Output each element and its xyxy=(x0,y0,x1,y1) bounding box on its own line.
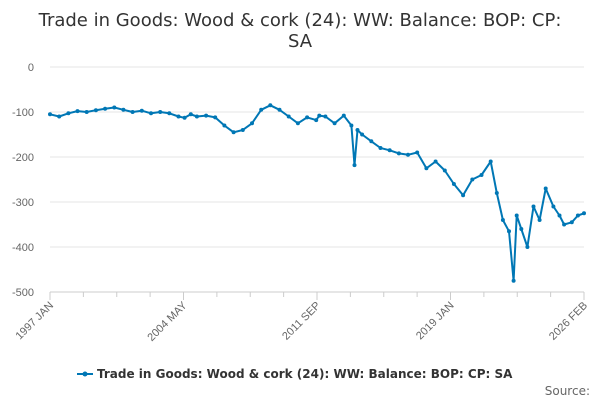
data-point-39[interactable] xyxy=(369,139,374,144)
data-point-12[interactable] xyxy=(158,110,163,114)
data-point-61[interactable] xyxy=(537,218,542,222)
data-point-46[interactable] xyxy=(433,159,438,164)
data-point-29[interactable] xyxy=(305,115,310,120)
data-point-6[interactable] xyxy=(103,106,108,111)
data-point-62[interactable] xyxy=(543,186,548,191)
data-point-26[interactable] xyxy=(277,107,282,112)
data-point-17[interactable] xyxy=(194,114,199,119)
data-point-36[interactable] xyxy=(352,163,357,168)
data-point-1[interactable] xyxy=(57,114,62,119)
data-point-27[interactable] xyxy=(286,114,291,119)
y-tick-label-4: -400 xyxy=(12,242,34,254)
data-point-37[interactable] xyxy=(355,128,360,132)
y-tick-label-1: -100 xyxy=(12,107,34,119)
data-point-64[interactable] xyxy=(557,213,562,218)
data-point-19[interactable] xyxy=(213,115,218,120)
chart-title-line-1: Trade in Goods: Wood & cork (24): WW: Ba… xyxy=(38,10,562,31)
y-tick-label-2: -200 xyxy=(12,152,34,164)
data-point-20[interactable] xyxy=(222,123,227,128)
data-point-31[interactable] xyxy=(317,113,322,118)
x-axis: 1997 JAN 2004 MAY 2011 SEP 2019 JAN 2026 FEB xyxy=(13,291,590,344)
data-point-42[interactable] xyxy=(396,151,401,156)
chart-title: Trade in Goods: Wood & cork (24): WW: Ba… xyxy=(38,10,562,52)
data-point-21[interactable] xyxy=(231,130,236,135)
data-point-56[interactable] xyxy=(511,278,516,283)
data-point-52[interactable] xyxy=(488,159,493,164)
x-tick-label-3: 2019 JAN xyxy=(414,300,457,343)
chart-title-line-2: SA xyxy=(288,31,313,52)
data-point-59[interactable] xyxy=(525,245,530,249)
data-point-30[interactable] xyxy=(314,118,319,123)
data-point-63[interactable] xyxy=(551,204,556,209)
data-point-4[interactable] xyxy=(84,110,89,114)
data-point-45[interactable] xyxy=(424,166,429,171)
x-tick-label-1: 2004 MAY xyxy=(145,299,190,344)
data-point-35[interactable] xyxy=(349,123,354,128)
x-tick-label-0: 1997 JAN xyxy=(13,300,56,343)
data-point-54[interactable] xyxy=(500,218,505,222)
data-point-47[interactable] xyxy=(442,168,447,173)
data-point-16[interactable] xyxy=(188,112,193,117)
data-point-9[interactable] xyxy=(130,110,135,114)
data-point-5[interactable] xyxy=(93,108,98,113)
data-point-66[interactable] xyxy=(569,220,574,225)
data-point-65[interactable] xyxy=(562,222,567,227)
data-point-41[interactable] xyxy=(387,148,392,153)
data-point-22[interactable] xyxy=(240,128,245,132)
data-point-38[interactable] xyxy=(360,132,365,137)
y-axis: 0 -100 -200 -300 -400 -500 xyxy=(12,62,34,299)
data-point-13[interactable] xyxy=(167,111,172,116)
data-point-60[interactable] xyxy=(531,204,536,209)
legend-swatch-marker xyxy=(82,371,88,377)
x-tick-label-4: 2026 FEB xyxy=(547,300,590,343)
data-point-32[interactable] xyxy=(323,114,328,119)
series-line-0 xyxy=(49,104,585,282)
data-point-14[interactable] xyxy=(176,114,181,119)
data-point-68[interactable] xyxy=(582,211,586,216)
data-point-43[interactable] xyxy=(406,152,410,157)
legend-label: Trade in Goods: Wood & cork (24): WW: Ba… xyxy=(97,367,513,381)
data-point-8[interactable] xyxy=(121,107,126,112)
data-point-40[interactable] xyxy=(378,146,383,150)
legend[interactable]: Trade in Goods: Wood & cork (24): WW: Ba… xyxy=(77,367,513,381)
data-point-24[interactable] xyxy=(259,107,264,112)
data-point-34[interactable] xyxy=(341,113,346,118)
data-point-55[interactable] xyxy=(507,229,511,234)
data-point-67[interactable] xyxy=(575,213,580,218)
data-point-15[interactable] xyxy=(182,115,187,120)
y-tick-label-0: 0 xyxy=(28,62,34,74)
data-point-51[interactable] xyxy=(479,173,484,177)
data-point-2[interactable] xyxy=(66,111,71,116)
data-point-50[interactable] xyxy=(470,177,475,182)
gridlines xyxy=(50,66,584,293)
data-point-57[interactable] xyxy=(514,213,519,218)
data-point-28[interactable] xyxy=(295,121,300,126)
source-label: Source: xyxy=(545,384,590,398)
data-point-53[interactable] xyxy=(494,191,499,195)
x-tick-label-2: 2011 SEP xyxy=(280,300,323,343)
y-tick-label-3: -300 xyxy=(12,197,34,209)
data-point-10[interactable] xyxy=(139,108,144,113)
data-point-33[interactable] xyxy=(332,121,337,126)
data-point-23[interactable] xyxy=(250,121,254,126)
data-point-7[interactable] xyxy=(112,105,117,110)
data-point-0[interactable] xyxy=(48,112,52,117)
data-point-58[interactable] xyxy=(519,227,524,231)
data-point-18[interactable] xyxy=(204,113,209,118)
data-point-3[interactable] xyxy=(75,109,80,114)
data-point-11[interactable] xyxy=(149,111,153,116)
plot-area xyxy=(48,103,586,283)
y-tick-label-5: -500 xyxy=(12,287,34,299)
data-point-44[interactable] xyxy=(415,150,420,155)
data-point-25[interactable] xyxy=(268,103,273,108)
data-point-49[interactable] xyxy=(461,193,466,198)
data-point-48[interactable] xyxy=(451,182,456,186)
